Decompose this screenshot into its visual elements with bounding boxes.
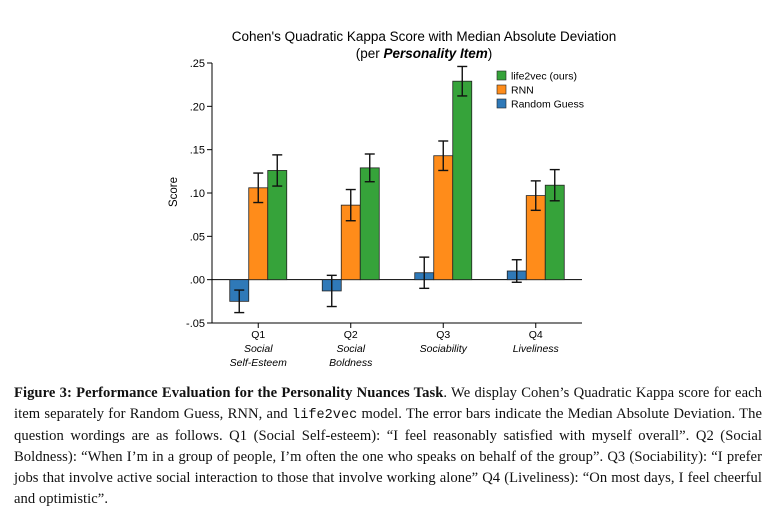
bar-chart: Cohen's Quadratic Kappa Score with Media… xyxy=(168,29,617,369)
x-tick-label: Q1 xyxy=(251,329,265,341)
y-axis-label: Score xyxy=(168,177,180,207)
legend-swatch xyxy=(496,98,507,109)
bar-life2vec-q3 xyxy=(452,80,473,281)
bar-life2vec-q1 xyxy=(267,170,288,281)
y-tick-label: .15 xyxy=(190,145,205,157)
legend-label: RNN xyxy=(511,85,534,97)
x-category-name: Sociability xyxy=(420,343,468,355)
x-tick-label: Q4 xyxy=(529,329,543,341)
y-tick-label: -.05 xyxy=(186,318,205,330)
x-tick-label: Q3 xyxy=(436,329,450,341)
bar-life2vec-q2 xyxy=(359,167,380,281)
chart-subtitle: (per Personality Item) xyxy=(356,46,493,61)
x-category-name: Social xyxy=(244,343,273,355)
y-tick-label: .10 xyxy=(190,188,205,200)
chart-figure: Cohen's Quadratic Kappa Score with Media… xyxy=(168,29,617,369)
legend-swatch xyxy=(496,84,507,95)
y-tick-label: .25 xyxy=(190,58,205,70)
caption-text-part2: model. The error bars indicate the Media… xyxy=(14,406,762,507)
caption-text-part1: . We display Cohen’s Quadratic Kappa sco… xyxy=(14,385,762,422)
legend-label: life2vec (ours) xyxy=(511,71,577,83)
legend-swatch xyxy=(496,70,507,81)
legend-label: Random Guess xyxy=(511,99,584,111)
chart-title: Cohen's Quadratic Kappa Score with Media… xyxy=(232,29,617,44)
x-category-name: Social xyxy=(336,343,365,355)
caption-model-name: life2vec xyxy=(292,408,358,423)
caption-figure-title: Performance Evaluation for the Personali… xyxy=(76,385,444,401)
x-category-name-line2: Self-Esteem xyxy=(230,357,287,369)
y-tick-label: .00 xyxy=(190,275,205,287)
caption-figure-label: Figure 3: xyxy=(14,385,72,401)
x-category-name: Liveliness xyxy=(513,343,560,355)
x-tick-label: Q2 xyxy=(344,329,358,341)
y-tick-label: .05 xyxy=(190,231,205,243)
x-category-name-line2: Boldness xyxy=(329,357,373,369)
figure-caption: Figure 3: Performance Evaluation for the… xyxy=(14,383,762,510)
bar-rnn-q3 xyxy=(433,155,454,281)
y-tick-label: .20 xyxy=(190,101,205,113)
